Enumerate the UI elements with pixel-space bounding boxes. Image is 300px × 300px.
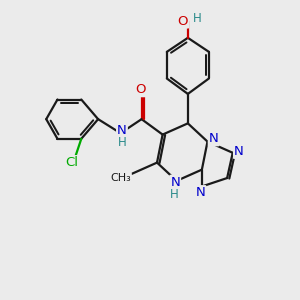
Text: H: H — [118, 136, 126, 149]
Text: N: N — [170, 176, 180, 189]
Text: O: O — [135, 83, 146, 96]
Text: Cl: Cl — [65, 156, 78, 169]
Text: CH₃: CH₃ — [110, 173, 131, 183]
Text: N: N — [234, 145, 244, 158]
Text: H: H — [193, 12, 202, 25]
Text: H: H — [169, 188, 178, 201]
Text: N: N — [196, 186, 206, 199]
Text: O: O — [178, 14, 188, 28]
Text: N: N — [209, 132, 218, 145]
Text: N: N — [117, 124, 127, 137]
